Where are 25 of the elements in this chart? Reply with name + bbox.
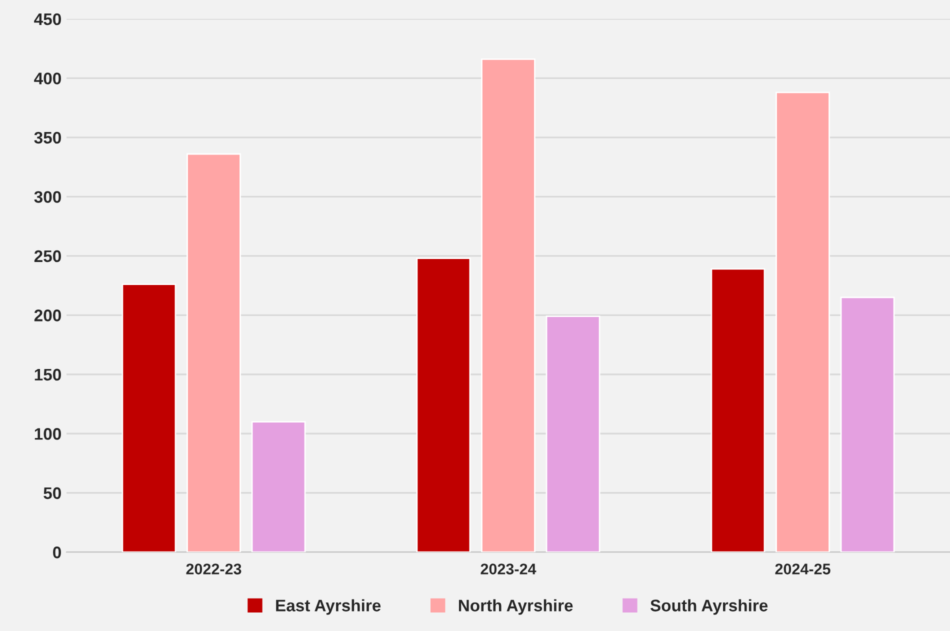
bar xyxy=(416,258,471,552)
y-tick-label: 400 xyxy=(34,72,61,84)
x-tick-label: 2024-25 xyxy=(775,564,830,574)
legend-label: South Ayrshire xyxy=(650,599,768,615)
y-tick-label: 250 xyxy=(34,250,61,262)
y-tick-label: 450 xyxy=(34,13,61,26)
y-tick-label: 0 xyxy=(53,546,61,558)
y-tick-label: 150 xyxy=(34,368,61,381)
bar xyxy=(251,421,306,552)
y-tick-label: 100 xyxy=(34,428,61,440)
x-tick-label: 2022-23 xyxy=(186,564,242,574)
y-tick-label: 350 xyxy=(34,132,61,144)
legend-label: North Ayrshire xyxy=(458,599,573,615)
legend-label: East Ayrshire xyxy=(276,599,381,615)
bar xyxy=(546,316,600,552)
bar xyxy=(122,284,176,552)
bar xyxy=(840,296,895,552)
y-tick-label: 50 xyxy=(44,487,61,500)
bar xyxy=(776,92,830,552)
bar xyxy=(710,268,766,552)
x-tick-label: 2023-24 xyxy=(480,564,536,574)
y-tick-label: 300 xyxy=(34,191,61,203)
bar xyxy=(186,153,241,552)
bar xyxy=(481,58,536,552)
y-tick-label: 200 xyxy=(34,310,61,322)
